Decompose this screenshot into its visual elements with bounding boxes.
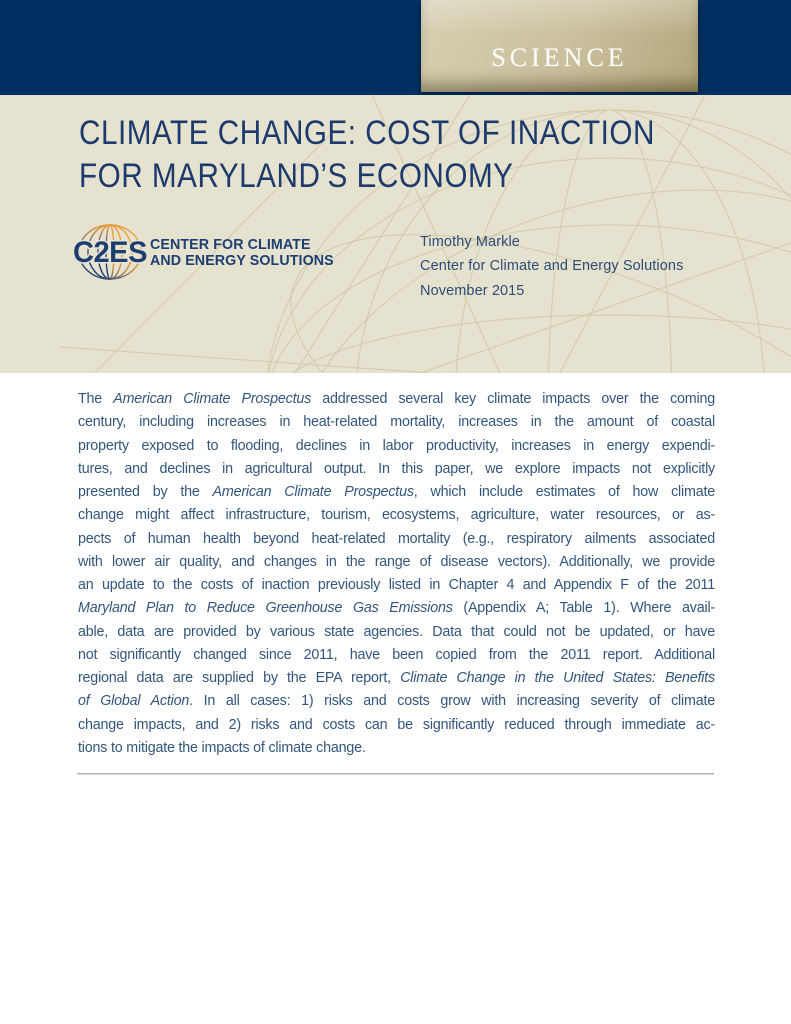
body-line: change impacts, and 2) risks and costs c… (78, 714, 715, 737)
body-text-segment: presented by the (78, 484, 213, 500)
body-text-segment: change might affect infrastructure, tour… (78, 507, 715, 524)
c2es-logo: C2ES CENTER FOR CLIMATE AND ENERGY SOLUT… (73, 223, 397, 285)
byline: Timothy Markle Center for Climate and En… (420, 230, 683, 303)
kicker-label: SCIENCE (491, 42, 628, 72)
body-text-segment: property exposed to flooding, declines i… (78, 437, 715, 454)
body-line: not significantly changed since 2011, ha… (78, 644, 715, 667)
body-line: with lower air quality, and changes in t… (78, 551, 715, 574)
body-line: regional data are supplied by the EPA re… (78, 667, 715, 690)
c2es-logo-acronym: C2ES (72, 236, 148, 269)
body-line: The American Climate Prospectus addresse… (78, 388, 715, 411)
body-text-segment: tures, and declines in agricultural outp… (78, 460, 715, 477)
body-text-italic-segment: Maryland Plan to Reduce Greenhouse Gas E… (78, 600, 453, 617)
body-line: an update to the costs of inaction previ… (78, 574, 715, 597)
body-text-segment: addressed several key climate impacts ov… (311, 391, 715, 407)
body-line: tures, and declines in agricultural outp… (78, 458, 715, 481)
body-text-italic-segment: of Global Action (78, 693, 190, 710)
c2es-logo-name: CENTER FOR CLIMATE AND ENERGY SOLUTIONS (150, 237, 334, 269)
body-text-segment: (Appendix A; Table 1). Where avail- (452, 600, 716, 617)
body-text-segment: with lower air quality, and changes in t… (78, 553, 715, 570)
body-text-italic-segment: American Climate Prospectus (113, 391, 312, 407)
body-line: pects of human health beyond heat-relate… (78, 528, 715, 551)
body-line: tions to mitigate the impacts of climate… (78, 737, 715, 760)
body-content: The American Climate Prospectus addresse… (0, 373, 791, 775)
title-line-1: CLIMATE CHANGE: COST OF INACTION (79, 114, 655, 152)
footer-rule (77, 773, 714, 775)
body-line: change might affect infrastructure, tour… (78, 504, 715, 527)
title-line-2: FOR MARYLAND’S ECONOMY (79, 157, 514, 195)
body-line: of Global Action. In all cases: 1) risks… (78, 690, 715, 713)
body-text-segment: pects of human health beyond heat-relate… (78, 530, 715, 547)
page-title: CLIMATE CHANGE: COST OF INACTION FOR MAR… (79, 112, 749, 198)
body-text-segment: not significantly changed since 2011, ha… (78, 646, 715, 663)
body-text-segment: century, including increases in heat-rel… (78, 414, 715, 431)
body-line: able, data are provided by various state… (78, 621, 715, 644)
title-banner: CLIMATE CHANGE: COST OF INACTION FOR MAR… (0, 95, 791, 373)
c2es-logo-name-line2: AND ENERGY SOLUTIONS (150, 252, 334, 269)
body-text-segment: . In all cases: 1) risks and costs grow … (189, 693, 715, 710)
body-text-segment: The (78, 391, 114, 407)
body-text-segment: an update to the costs of inaction previ… (78, 577, 715, 593)
body-text-segment: regional data are supplied by the EPA re… (78, 670, 401, 686)
body-text-italic-segment: American Climate Prospectus (212, 484, 414, 500)
body-text-segment: , which include estimates of how climate (413, 484, 715, 500)
body-line: century, including increases in heat-rel… (78, 411, 715, 434)
header-band: SCIENCE (0, 0, 791, 95)
body-line: Maryland Plan to Reduce Greenhouse Gas E… (78, 597, 715, 620)
body-text-segment: able, data are provided by various state… (78, 623, 715, 640)
author-organization: Center for Climate and Energy Solutions (420, 258, 684, 275)
c2es-logo-name-line1: CENTER FOR CLIMATE (150, 236, 311, 253)
body-text-segment: change impacts, and 2) risks and costs c… (78, 716, 715, 733)
body-paragraph: The American Climate Prospectus addresse… (78, 388, 715, 760)
body-line: presented by the American Climate Prospe… (78, 481, 715, 504)
body-line: property exposed to flooding, declines i… (78, 435, 715, 458)
science-tab: SCIENCE (421, 0, 698, 92)
publication-date: November 2015 (420, 282, 525, 299)
author-name: Timothy Markle (420, 234, 520, 250)
body-text-segment: tions to mitigate the impacts of climate… (78, 739, 366, 756)
c2es-globe-icon: C2ES (73, 223, 148, 283)
body-text-italic-segment: Climate Change in the United States: Ben… (400, 670, 716, 686)
